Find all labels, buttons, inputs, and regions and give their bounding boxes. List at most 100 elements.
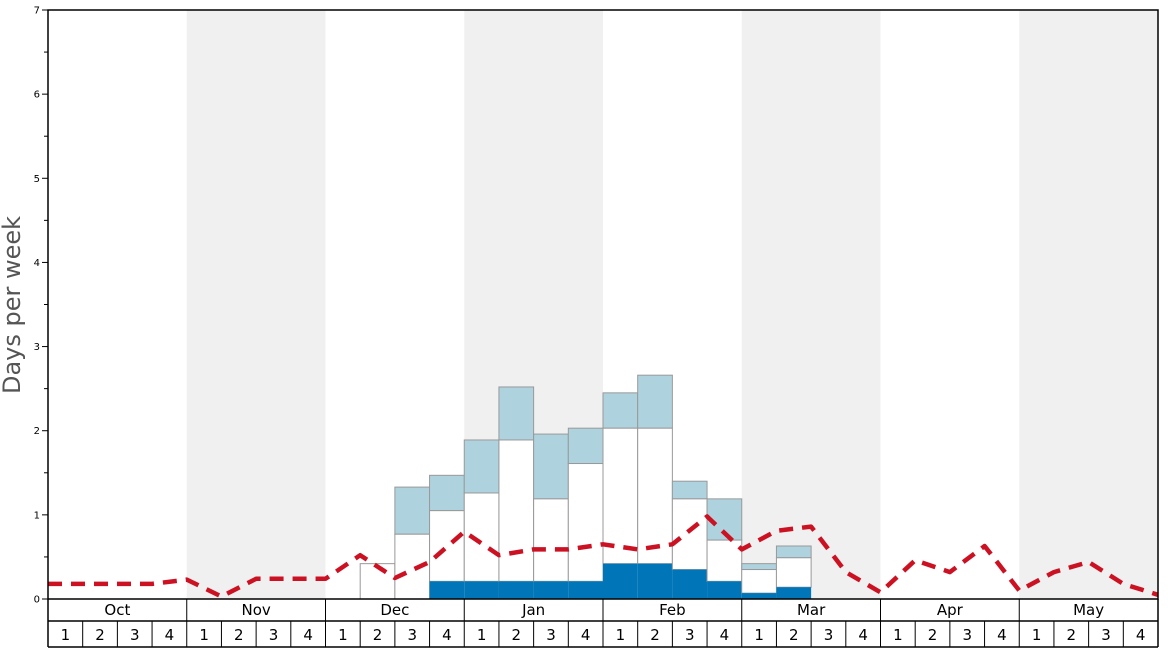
- bar-segment-white: [602, 427, 639, 565]
- week-label: 1: [754, 626, 764, 644]
- bar-segment-light: [498, 386, 535, 441]
- y-axis: 0 1 2 3 4 5 6 7: [34, 6, 48, 606]
- week-label: 2: [1067, 626, 1077, 644]
- month-label-feb: Feb: [659, 601, 686, 619]
- bar-segment-light: [429, 474, 465, 512]
- y-tick-label: 7: [34, 6, 40, 17]
- bar-segment-dark: [603, 563, 638, 599]
- bar-segment-dark: [429, 581, 465, 599]
- bar-segment-light: [741, 563, 777, 571]
- bar-segment-white: [741, 569, 777, 594]
- bar-jan-w1: [463, 439, 500, 599]
- week-label: 2: [373, 626, 383, 644]
- week-label: 1: [893, 626, 903, 644]
- y-tick-label: 5: [34, 174, 40, 185]
- month-band-mar: [741, 10, 881, 599]
- week-label: 3: [546, 626, 556, 644]
- bar-segment-white: [775, 557, 812, 588]
- bar-segment-white: [498, 439, 535, 582]
- bar-feb-w1: [602, 392, 639, 599]
- bars-layer: [359, 374, 812, 600]
- week-label: 4: [997, 626, 1007, 644]
- week-label: 1: [338, 626, 348, 644]
- month-band-nov: [186, 10, 326, 599]
- bar-jan-w2: [498, 386, 535, 599]
- bar-feb-w2: [637, 374, 673, 599]
- week-label: 2: [650, 626, 660, 644]
- week-label: 1: [61, 626, 71, 644]
- bar-segment-light: [671, 480, 708, 500]
- bar-segment-white: [359, 563, 396, 600]
- bar-mar-w2: [775, 545, 812, 599]
- week-label: 4: [442, 626, 452, 644]
- week-label: 2: [512, 626, 522, 644]
- week-label: 1: [199, 626, 209, 644]
- week-label: 4: [1136, 626, 1146, 644]
- bar-segment-white: [671, 498, 708, 571]
- week-label: 1: [616, 626, 626, 644]
- week-label: 1: [477, 626, 487, 644]
- month-band-may: [1019, 10, 1158, 599]
- month-label-dec: Dec: [380, 601, 409, 619]
- y-tick-label: 1: [34, 510, 40, 521]
- y-tick-label: 6: [34, 90, 40, 101]
- trend-line-layer: [48, 514, 1159, 599]
- bar-segment-dark: [776, 587, 812, 599]
- bar-segment-light: [567, 427, 604, 465]
- month-shading-layer: [186, 10, 1158, 599]
- bar-segment-dark: [498, 581, 534, 599]
- bar-jan-w3: [533, 433, 569, 599]
- week-label: 4: [303, 626, 313, 644]
- x-axis: Oct 1 2 3 4 Nov 1 2 3 4 Dec 1 2 3 4 Jan 1 2 3 4 Feb 1 2 3 4 Mar 1 2…: [47, 599, 1159, 648]
- month-label-may: May: [1073, 601, 1104, 619]
- week-label: 3: [685, 626, 695, 644]
- week-label: 4: [720, 626, 730, 644]
- week-label: 4: [165, 626, 175, 644]
- week-label: 3: [130, 626, 140, 644]
- week-label: 2: [234, 626, 244, 644]
- bar-segment-light: [463, 439, 500, 494]
- bar-segment-light: [533, 433, 569, 500]
- bar-segment-light: [775, 545, 812, 559]
- bar-segment-dark: [568, 581, 603, 599]
- y-axis-label: Days per week: [0, 216, 26, 394]
- y-tick-label: 3: [34, 342, 40, 353]
- week-label: 3: [407, 626, 417, 644]
- month-label-nov: Nov: [241, 601, 270, 619]
- week-label: 1: [1032, 626, 1042, 644]
- bar-segment-white: [637, 427, 673, 565]
- bar-dec-w4: [429, 474, 465, 599]
- bar-dec-w3: [394, 486, 431, 600]
- bar-segment-light: [394, 486, 431, 535]
- month-label-oct: Oct: [104, 601, 130, 619]
- week-label: 3: [269, 626, 279, 644]
- week-label: 3: [1101, 626, 1111, 644]
- y-tick-label: 4: [34, 258, 40, 269]
- bar-segment-dark: [741, 593, 777, 599]
- bar-feb-w3: [671, 480, 708, 599]
- week-label: 2: [789, 626, 799, 644]
- bar-segment-dark: [464, 581, 499, 599]
- bar-segment-light: [637, 374, 673, 429]
- bar-jan-w4: [567, 427, 604, 599]
- bar-segment-light: [602, 392, 639, 429]
- bar-segment-dark: [533, 581, 569, 599]
- week-label: 4: [581, 626, 591, 644]
- bar-segment-white: [533, 498, 569, 582]
- bar-segment-dark: [672, 569, 708, 599]
- bar-dec-w2: [359, 563, 396, 600]
- week-label: 3: [824, 626, 834, 644]
- month-label-apr: Apr: [937, 601, 964, 619]
- y-tick-label: 2: [34, 426, 40, 437]
- bar-mar-w1: [741, 563, 777, 599]
- bar-segment-white: [706, 539, 743, 582]
- bar-segment-dark: [637, 563, 673, 599]
- month-label-mar: Mar: [797, 601, 826, 619]
- bar-feb-w4: [706, 498, 743, 599]
- week-label: 2: [928, 626, 938, 644]
- week-label: 4: [858, 626, 868, 644]
- bar-segment-white: [567, 463, 604, 582]
- bar-segment-dark: [707, 581, 742, 599]
